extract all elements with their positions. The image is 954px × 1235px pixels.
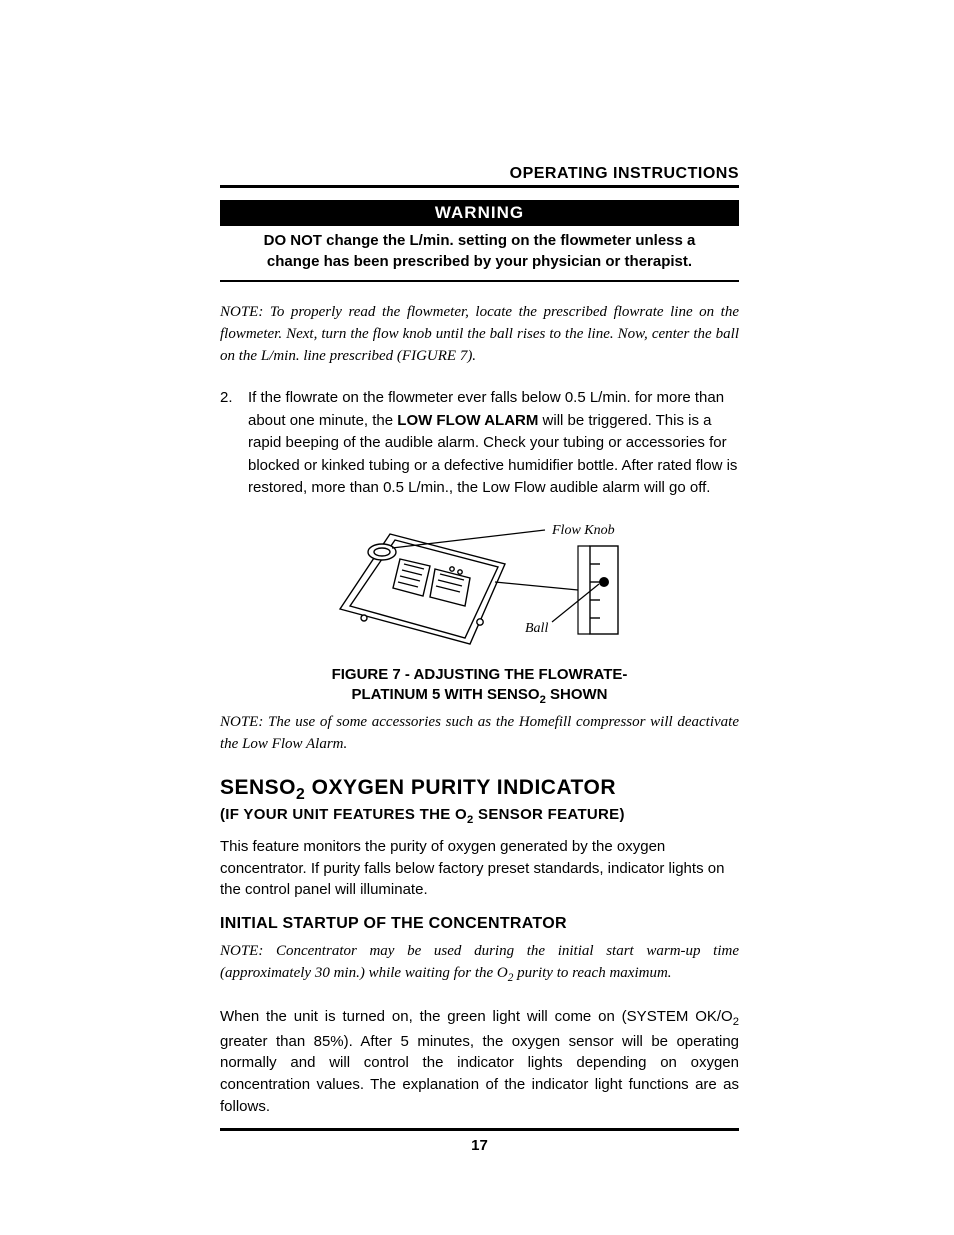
page-number: 17	[220, 1137, 739, 1154]
para2-pre: When the unit is turned on, the green li…	[220, 1008, 733, 1025]
h1-sub: 2	[296, 786, 305, 803]
note3-post: purity to reach maximum.	[513, 965, 671, 981]
note-homefill: NOTE: The use of some accessories such a…	[220, 712, 739, 756]
list-item-2: 2. If the flowrate on the flowmeter ever…	[220, 387, 739, 500]
h1-pre: SENSO	[220, 776, 296, 799]
subheading-o2-sensor: (IF YOUR UNIT FEATURES THE O2 SENSOR FEA…	[220, 806, 739, 826]
list-number: 2.	[220, 387, 248, 500]
figure-7: Flow Knob Ball	[220, 514, 739, 659]
low-flow-alarm-label: LOW FLOW ALARM	[397, 412, 538, 429]
warning-banner: WARNING	[220, 200, 739, 226]
label-flow-knob: Flow Knob	[551, 523, 615, 538]
note-flowmeter-read: NOTE: To properly read the flowmeter, lo…	[220, 302, 739, 367]
caption-line2-post: SHOWN	[546, 686, 608, 703]
heading-initial-startup: INITIAL STARTUP OF THE CONCENTRATOR	[220, 915, 739, 933]
document-page: OPERATING INSTRUCTIONS WARNING DO NOT ch…	[0, 0, 954, 1234]
flowmeter-diagram: Flow Knob Ball	[320, 514, 640, 654]
para2-sub: 2	[733, 1016, 739, 1028]
h1sub-pre: (IF YOUR UNIT FEATURES THE O	[220, 806, 467, 823]
para2-post: greater than 85%). After 5 minutes, the …	[220, 1033, 739, 1115]
h1sub-post: SENSOR FEATURE)	[474, 806, 625, 823]
label-ball: Ball	[525, 621, 548, 636]
caption-line1: FIGURE 7 - ADJUSTING THE FLOWRATE-	[332, 666, 628, 683]
figure-caption: FIGURE 7 - ADJUSTING THE FLOWRATE- PLATI…	[220, 665, 739, 708]
para-startup: When the unit is turned on, the green li…	[220, 1006, 739, 1117]
para-purity: This feature monitors the purity of oxyg…	[220, 836, 739, 901]
warning-text: DO NOT change the L/min. setting on the …	[220, 226, 739, 282]
caption-line2-pre: PLATINUM 5 WITH SENSO	[352, 686, 540, 703]
ball-icon	[599, 577, 609, 587]
note-startup: NOTE: Concentrator may be used during th…	[220, 941, 739, 986]
section-header: OPERATING INSTRUCTIONS	[220, 165, 739, 188]
heading-senso2: SENSO2 OXYGEN PURITY INDICATOR	[220, 776, 739, 804]
page-rule	[220, 1128, 739, 1131]
h1-post: OXYGEN PURITY INDICATOR	[305, 776, 616, 799]
list-body: If the flowrate on the flowmeter ever fa…	[248, 387, 739, 500]
